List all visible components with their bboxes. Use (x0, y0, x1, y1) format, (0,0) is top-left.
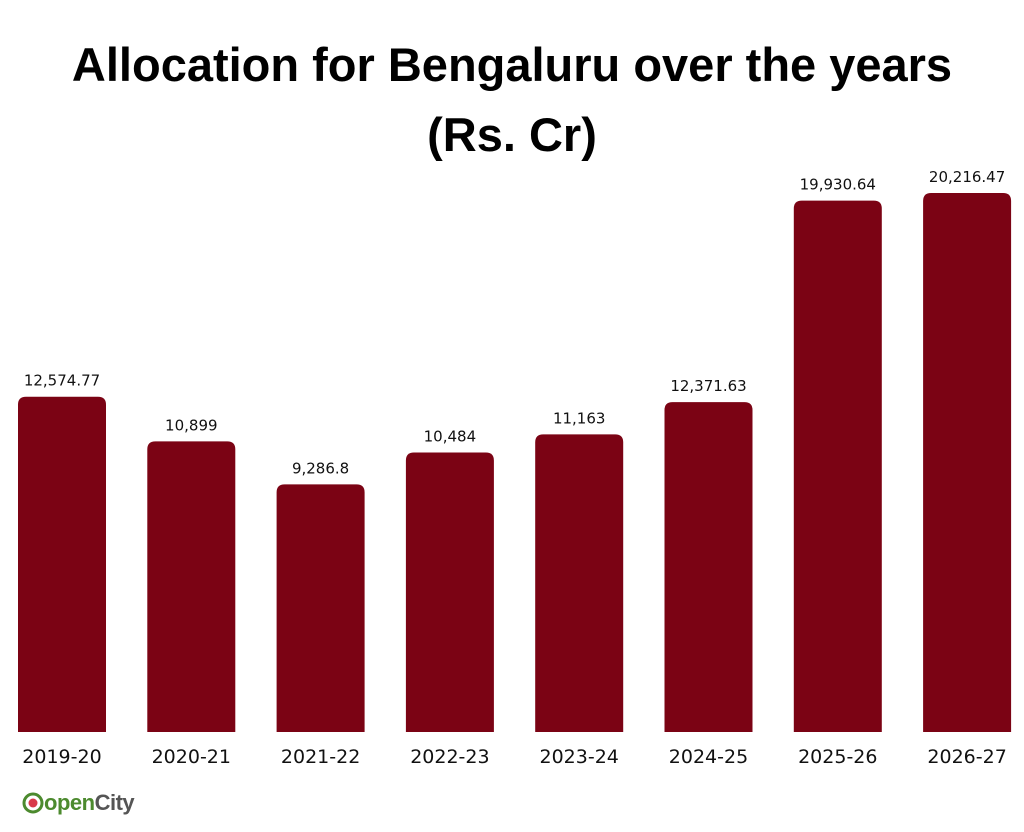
bar-2023-24 (535, 434, 624, 732)
data-label-2021-22: 9,286.8 (292, 459, 349, 477)
bar-2022-23 (405, 452, 494, 732)
bar-2024-25 (664, 402, 753, 732)
opencity-logo-icon (22, 792, 44, 814)
data-label-2019-20: 12,574.77 (24, 372, 100, 390)
bar-2026-27 (923, 193, 1012, 732)
opencity-logo-text: openCity (44, 788, 135, 818)
data-label-2026-27: 20,216.47 (929, 168, 1005, 186)
chart-title-line1: Allocation for Bengaluru over the years (71, 38, 953, 91)
x-tick-label-2025-26: 2025-26 (798, 746, 877, 768)
x-tick-label-2019-20: 2019-20 (22, 746, 101, 768)
x-tick-label-2023-24: 2023-24 (540, 746, 619, 768)
bar-2020-21 (147, 441, 236, 732)
logo-text-part1: open (44, 790, 95, 815)
x-tick-label-2024-25: 2024-25 (669, 746, 748, 768)
data-label-2022-23: 10,484 (424, 427, 477, 445)
x-tick-label-2022-23: 2022-23 (410, 746, 489, 768)
data-label-2025-26: 19,930.64 (800, 176, 876, 194)
logo-text-part2: City (94, 790, 135, 815)
x-tick-label-2026-27: 2026-27 (927, 746, 1006, 768)
bar-2021-22 (276, 484, 365, 732)
opencity-logo: openCity (22, 788, 135, 818)
chart-title: Allocation for Bengaluru over the years … (0, 30, 1024, 170)
chart-title-line2: (Rs. Cr) (427, 108, 597, 161)
data-label-2023-24: 11,163 (553, 409, 606, 427)
data-label-2024-25: 12,371.63 (670, 377, 746, 395)
x-tick-label-2021-22: 2021-22 (281, 746, 360, 768)
bar-2025-26 (793, 200, 882, 733)
bar-2019-20 (18, 396, 106, 732)
data-label-2020-21: 10,899 (165, 416, 218, 434)
x-tick-label-2020-21: 2020-21 (152, 746, 231, 768)
